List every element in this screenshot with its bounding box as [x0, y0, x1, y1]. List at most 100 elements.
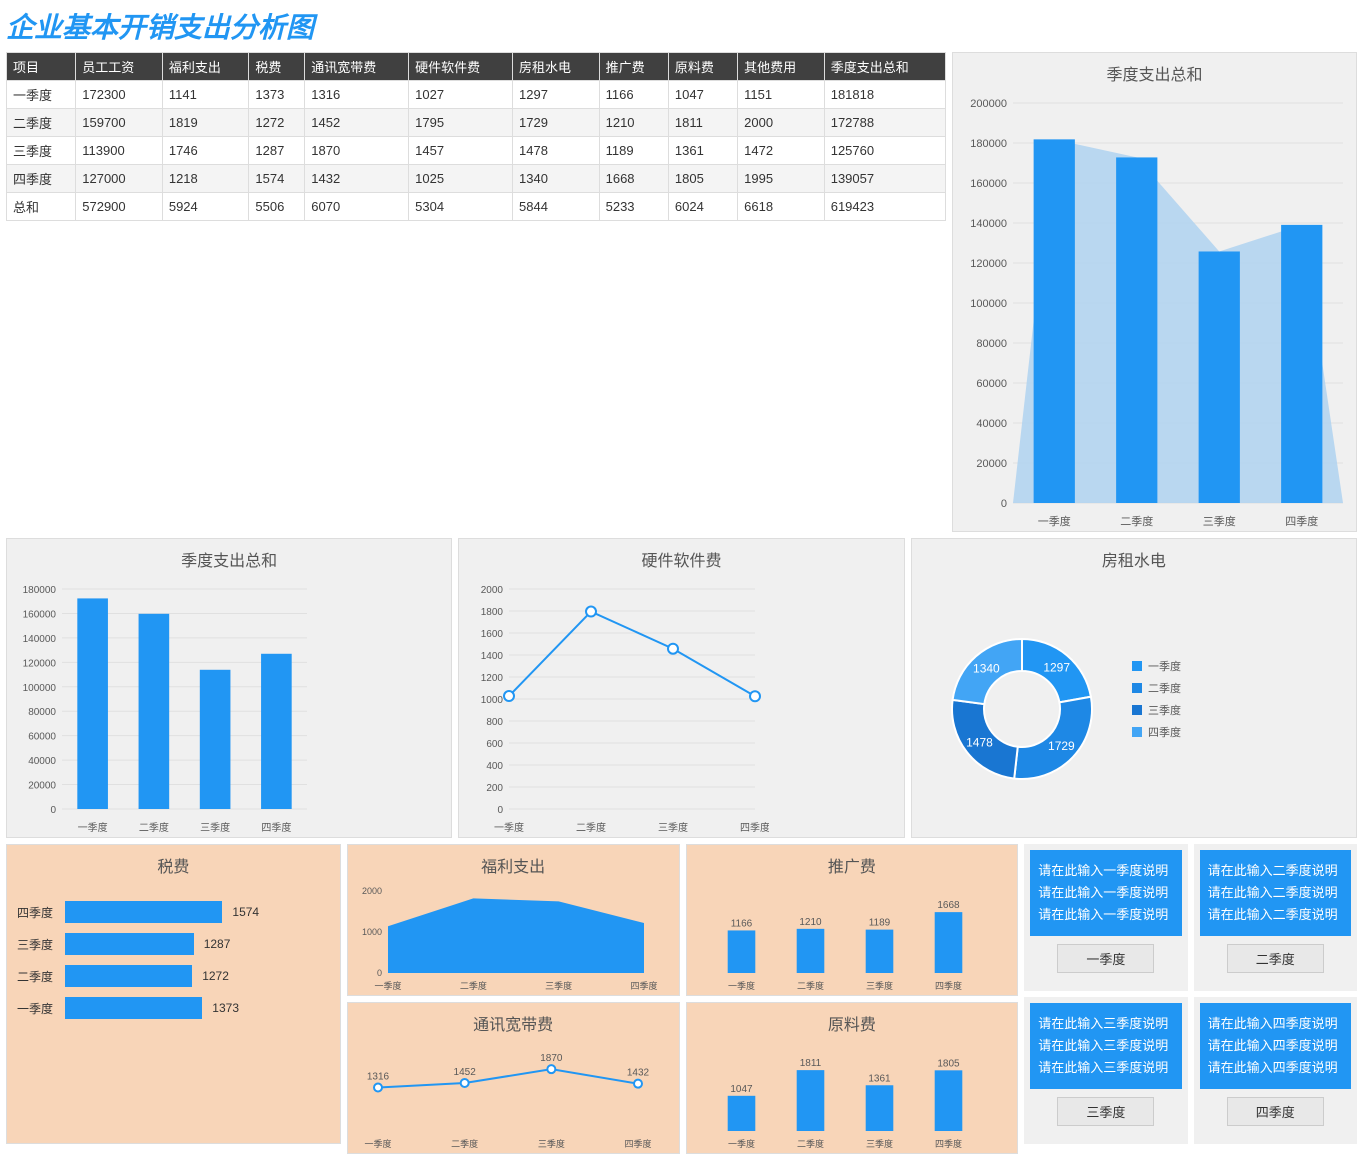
table-cell: 1272 — [249, 109, 305, 137]
table-cell: 6024 — [668, 193, 737, 221]
svg-text:1340: 1340 — [973, 661, 1000, 675]
note-btn[interactable]: 四季度 — [1227, 1097, 1324, 1126]
table-cell: 1361 — [668, 137, 737, 165]
svg-text:一季度: 一季度 — [727, 980, 754, 991]
table-cell: 1287 — [249, 137, 305, 165]
svg-text:1000: 1000 — [362, 927, 382, 937]
svg-text:160000: 160000 — [970, 178, 1007, 190]
hbar-row: 二季度1272 — [17, 965, 330, 987]
svg-text:600: 600 — [487, 739, 504, 750]
chart-material-bar: 原料费 1047一季度1811二季度1361三季度1805四季度 — [686, 1002, 1019, 1154]
svg-text:三季度: 三季度 — [538, 1138, 565, 1149]
svg-text:160000: 160000 — [23, 609, 57, 620]
hbar-row: 一季度1373 — [17, 997, 330, 1019]
svg-text:100000: 100000 — [23, 683, 57, 694]
chart-hardware: 硬件软件费 0200400600800100012001400160018002… — [458, 538, 904, 838]
note-btn[interactable]: 三季度 — [1057, 1097, 1154, 1126]
table-cell: 159700 — [76, 109, 163, 137]
notes-grid: 请在此输入一季度说明请在此输入一季度说明请在此输入一季度说明一季度请在此输入二季… — [1024, 844, 1357, 1144]
table-cell: 172300 — [76, 81, 163, 109]
table-cell: 1457 — [409, 137, 513, 165]
table-header: 员工工资 — [76, 53, 163, 81]
svg-text:1400: 1400 — [481, 651, 504, 662]
svg-text:400: 400 — [487, 761, 504, 772]
table-header: 原料费 — [668, 53, 737, 81]
note-text: 请在此输入三季度说明请在此输入三季度说明请在此输入三季度说明 — [1030, 1003, 1181, 1089]
table-cell: 1805 — [668, 165, 737, 193]
table-cell: 1729 — [513, 109, 600, 137]
table-header: 其他费用 — [738, 53, 825, 81]
svg-text:二季度: 二季度 — [1120, 514, 1153, 528]
table-cell: 1151 — [738, 81, 825, 109]
table-cell: 1795 — [409, 109, 513, 137]
svg-text:四季度: 四季度 — [630, 980, 657, 991]
note-text: 请在此输入四季度说明请在此输入四季度说明请在此输入四季度说明 — [1200, 1003, 1351, 1089]
svg-text:0: 0 — [1001, 498, 1007, 510]
note-btn[interactable]: 二季度 — [1227, 944, 1324, 973]
table-cell: 总和 — [7, 193, 76, 221]
svg-text:1047: 1047 — [730, 1084, 753, 1095]
chart-rent-donut: 房租水电 1297172914781340一季度二季度三季度四季度 — [911, 538, 1357, 838]
svg-text:100000: 100000 — [970, 298, 1007, 310]
table-cell: 172788 — [824, 109, 945, 137]
svg-text:1361: 1361 — [868, 1073, 891, 1084]
note-cell: 请在此输入四季度说明请在此输入四季度说明请在此输入四季度说明四季度 — [1194, 997, 1357, 1144]
table-cell: 1574 — [249, 165, 305, 193]
table-cell: 一季度 — [7, 81, 76, 109]
table-cell: 1432 — [305, 165, 409, 193]
svg-text:一季度: 一季度 — [78, 821, 108, 834]
svg-text:四季度: 四季度 — [1148, 725, 1181, 739]
svg-text:三季度: 三季度 — [865, 1138, 892, 1149]
table-cell: 113900 — [76, 137, 163, 165]
svg-text:60000: 60000 — [28, 732, 56, 743]
svg-text:120000: 120000 — [23, 658, 57, 669]
note-cell: 请在此输入三季度说明请在此输入三季度说明请在此输入三季度说明三季度 — [1024, 997, 1187, 1144]
chart-title: 季度支出总和 — [953, 53, 1356, 93]
chart-tax-hbar: 税费 四季度1574三季度1287二季度1272一季度1373 — [6, 844, 341, 1144]
table-cell: 1811 — [668, 109, 737, 137]
table-header: 福利支出 — [162, 53, 249, 81]
svg-text:1452: 1452 — [453, 1067, 476, 1078]
table-cell: 1746 — [162, 137, 249, 165]
svg-text:200: 200 — [487, 783, 504, 794]
table-cell: 2000 — [738, 109, 825, 137]
table-header: 税费 — [249, 53, 305, 81]
svg-text:1200: 1200 — [481, 673, 504, 684]
table-header: 通讯宽带费 — [305, 53, 409, 81]
note-cell: 请在此输入二季度说明请在此输入二季度说明请在此输入二季度说明二季度 — [1194, 844, 1357, 991]
table-cell: 1995 — [738, 165, 825, 193]
table-header: 推广费 — [599, 53, 668, 81]
svg-text:200000: 200000 — [970, 98, 1007, 110]
table-cell: 139057 — [824, 165, 945, 193]
chart-promo-bar: 推广费 1166一季度1210二季度1189三季度1668四季度 — [686, 844, 1019, 996]
svg-text:三季度: 三季度 — [658, 821, 688, 834]
table-cell: 1166 — [599, 81, 668, 109]
svg-text:一季度: 一季度 — [374, 980, 401, 991]
svg-text:1297: 1297 — [1043, 661, 1070, 675]
chart-title: 季度支出总和 — [7, 539, 451, 579]
table-header: 项目 — [7, 53, 76, 81]
note-text: 请在此输入二季度说明请在此输入二季度说明请在此输入二季度说明 — [1200, 850, 1351, 936]
svg-text:120000: 120000 — [970, 258, 1007, 270]
svg-text:180000: 180000 — [23, 585, 57, 596]
svg-text:140000: 140000 — [23, 634, 57, 645]
note-cell: 请在此输入一季度说明请在此输入一季度说明请在此输入一季度说明一季度 — [1024, 844, 1187, 991]
table-cell: 三季度 — [7, 137, 76, 165]
svg-text:1668: 1668 — [937, 900, 960, 911]
svg-text:三季度: 三季度 — [545, 980, 572, 991]
svg-text:四季度: 四季度 — [934, 1138, 961, 1149]
hbar-row: 三季度1287 — [17, 933, 330, 955]
svg-text:一季度: 一季度 — [1148, 659, 1181, 673]
svg-text:60000: 60000 — [976, 378, 1007, 390]
svg-text:三季度: 三季度 — [1203, 514, 1236, 528]
note-text: 请在此输入一季度说明请在此输入一季度说明请在此输入一季度说明 — [1030, 850, 1181, 936]
data-table: 项目员工工资福利支出税费通讯宽带费硬件软件费房租水电推广费原料费其他费用季度支出… — [6, 52, 946, 532]
svg-text:2000: 2000 — [481, 585, 504, 596]
note-btn[interactable]: 一季度 — [1057, 944, 1154, 973]
svg-text:二季度: 二季度 — [460, 980, 487, 991]
chart-title: 通讯宽带费 — [348, 1003, 679, 1043]
table-cell: 5844 — [513, 193, 600, 221]
table-cell: 1189 — [599, 137, 668, 165]
chart-title: 税费 — [7, 845, 340, 885]
svg-text:一季度: 一季度 — [727, 1138, 754, 1149]
